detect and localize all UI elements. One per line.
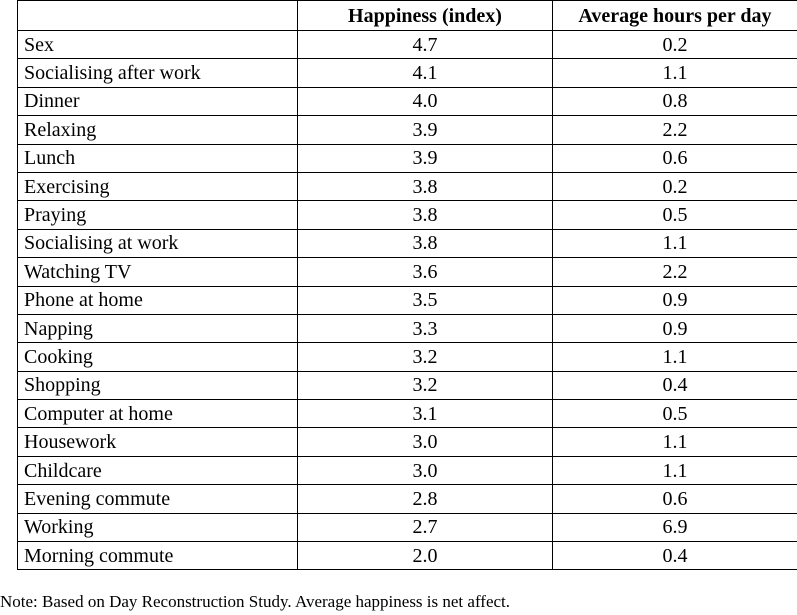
value-cell: 3.9	[297, 115, 553, 145]
header-cell: Happiness (index)	[297, 0, 553, 31]
table-row: Working 2.7 6.9	[17, 512, 797, 543]
value-cell: 3.0	[297, 427, 553, 457]
activity-cell: Dinner	[17, 86, 298, 117]
activity-cell: Watching TV	[17, 257, 298, 287]
activity-cell: Computer at home	[17, 399, 298, 429]
value-cell: 0.9	[552, 285, 797, 315]
value-cell: 6.9	[552, 512, 797, 543]
value-cell: 3.8	[297, 228, 553, 259]
value-cell: 3.8	[297, 171, 553, 202]
activity-cell: Childcare	[17, 455, 298, 486]
activity-cell: Exercising	[17, 171, 298, 202]
value-cell: 2.7	[297, 512, 553, 543]
activity-cell: Lunch	[17, 143, 298, 173]
table-row: Lunch 3.9 0.6	[17, 143, 797, 173]
value-cell: 4.7	[297, 29, 553, 60]
value-cell: 3.8	[297, 200, 553, 230]
value-cell: 0.5	[552, 399, 797, 429]
header-row: Happiness (index) Average hours per day	[17, 0, 797, 31]
table-row: Watching TV 3.6 2.2	[17, 257, 797, 287]
value-cell: 2.0	[297, 541, 553, 571]
table-row: Computer at home 3.1 0.5	[17, 399, 797, 429]
value-cell: 0.6	[552, 143, 797, 173]
table-row: Socialising after work 4.1 1.1	[17, 58, 797, 88]
activity-cell: Morning commute	[17, 541, 298, 571]
value-cell: 4.1	[297, 58, 553, 88]
table-row: Napping 3.3 0.9	[17, 313, 797, 344]
value-cell: 3.9	[297, 143, 553, 173]
activity-cell: Evening commute	[17, 484, 298, 514]
value-cell: 0.5	[552, 200, 797, 230]
activity-cell: Praying	[17, 200, 298, 230]
activity-cell: Sex	[17, 29, 298, 60]
value-cell: 1.1	[552, 228, 797, 259]
value-cell: 0.6	[552, 484, 797, 514]
table-row: Cooking 3.2 1.1	[17, 342, 797, 372]
value-cell: 0.9	[552, 313, 797, 344]
activity-cell: Socialising after work	[17, 58, 298, 88]
value-cell: 2.2	[552, 115, 797, 145]
activity-cell: Working	[17, 512, 298, 543]
activity-cell: Socialising at work	[17, 228, 298, 259]
table-row: Evening commute 2.8 0.6	[17, 484, 797, 514]
table-row: Dinner 4.0 0.8	[17, 86, 797, 117]
value-cell: 1.1	[552, 58, 797, 88]
value-cell: 2.2	[552, 257, 797, 287]
table-row: Shopping 3.2 0.4	[17, 370, 797, 401]
table-row: Relaxing 3.9 2.2	[17, 115, 797, 145]
value-cell: 0.8	[552, 86, 797, 117]
note: Note: Based on Day Reconstruction Study.…	[0, 592, 511, 611]
table-row: Childcare 3.0 1.1	[17, 455, 797, 486]
table-row: Housework 3.0 1.1	[17, 427, 797, 457]
activity-cell: Shopping	[17, 370, 298, 401]
value-cell: 0.2	[552, 171, 797, 202]
table-row: Sex 4.7 0.2	[17, 29, 797, 60]
value-cell: 3.5	[297, 285, 553, 315]
value-cell: 3.2	[297, 370, 553, 401]
value-cell: 3.3	[297, 313, 553, 344]
value-cell: 3.6	[297, 257, 553, 287]
value-cell: 0.4	[552, 370, 797, 401]
table-row: Morning commute 2.0 0.4	[17, 541, 797, 571]
value-cell: 0.2	[552, 29, 797, 60]
activity-cell: Cooking	[17, 342, 298, 372]
header-cell: Average hours per day	[552, 0, 797, 31]
value-cell: 1.1	[552, 455, 797, 486]
value-cell: 1.1	[552, 342, 797, 372]
activity-cell: Napping	[17, 313, 298, 344]
activity-cell: Housework	[17, 427, 298, 457]
value-cell: 1.1	[552, 427, 797, 457]
value-cell: 3.0	[297, 455, 553, 486]
table-row: Exercising 3.8 0.2	[17, 171, 797, 202]
value-cell: 4.0	[297, 86, 553, 117]
value-cell: 3.2	[297, 342, 553, 372]
value-cell: 3.1	[297, 399, 553, 429]
table-body: Sex 4.7 0.2 Socialising after work 4.1 1.1 Din…	[17, 29, 797, 571]
value-cell: 2.8	[297, 484, 553, 514]
table-row: Praying 3.8 0.5	[17, 200, 797, 230]
data-table: Happiness (index) Average hours per day …	[17, 0, 797, 571]
table-row: Socialising at work 3.8 1.1	[17, 228, 797, 259]
header-cell	[17, 0, 298, 31]
activity-cell: Phone at home	[17, 285, 298, 315]
activity-cell: Relaxing	[17, 115, 298, 145]
value-cell: 0.4	[552, 541, 797, 571]
table-row: Phone at home 3.5 0.9	[17, 285, 797, 315]
